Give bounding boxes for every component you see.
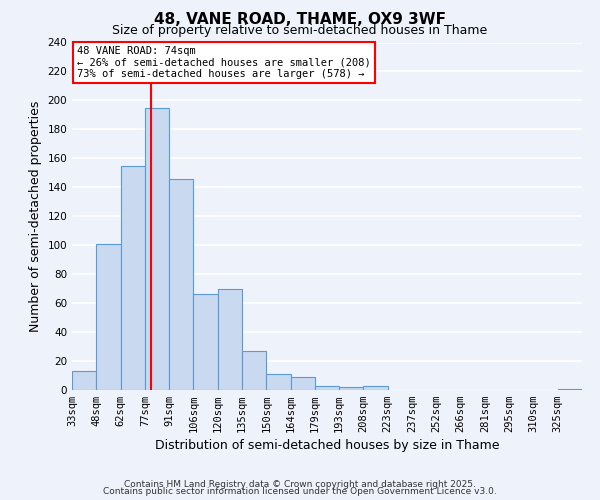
Bar: [193, 294, 218, 390]
Bar: [558, 388, 582, 390]
Bar: [121, 166, 145, 390]
X-axis label: Distribution of semi-detached houses by size in Thame: Distribution of semi-detached houses by …: [155, 440, 499, 452]
Text: 48 VANE ROAD: 74sqm
← 26% of semi-detached houses are smaller (208)
73% of semi-: 48 VANE ROAD: 74sqm ← 26% of semi-detach…: [77, 46, 371, 79]
Bar: [218, 288, 242, 390]
Bar: [364, 386, 388, 390]
Text: Size of property relative to semi-detached houses in Thame: Size of property relative to semi-detach…: [112, 24, 488, 37]
Text: 48, VANE ROAD, THAME, OX9 3WF: 48, VANE ROAD, THAME, OX9 3WF: [154, 12, 446, 28]
Text: Contains HM Land Registry data © Crown copyright and database right 2025.: Contains HM Land Registry data © Crown c…: [124, 480, 476, 489]
Y-axis label: Number of semi-detached properties: Number of semi-detached properties: [29, 100, 42, 332]
Bar: [72, 371, 96, 390]
Bar: [145, 108, 169, 390]
Bar: [315, 386, 339, 390]
Bar: [169, 178, 193, 390]
Bar: [290, 377, 315, 390]
Text: Contains public sector information licensed under the Open Government Licence v3: Contains public sector information licen…: [103, 487, 497, 496]
Bar: [266, 374, 290, 390]
Bar: [242, 351, 266, 390]
Bar: [339, 387, 364, 390]
Bar: [96, 244, 121, 390]
